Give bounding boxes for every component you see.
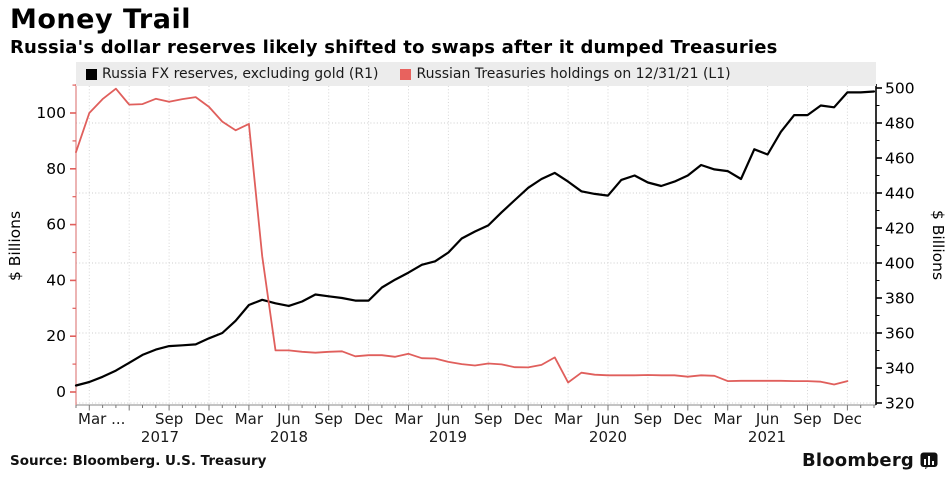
right-tick-label: 360: [885, 325, 915, 343]
x-year-label: 2021: [748, 428, 786, 446]
left-axis: 0 20 40 60 80 100 $ Billions: [6, 84, 77, 405]
right-tick-label: 500: [885, 80, 915, 98]
x-tick-label: Jun: [595, 410, 619, 428]
x-tick-label: Mar: [554, 410, 583, 428]
right-tick-label: 380: [885, 290, 915, 308]
x-tick-label: Jun: [755, 410, 779, 428]
x-axis: Mar ... Sep Dec Mar Jun Sep Dec Mar Jun Sep Dec Mar…: [75, 404, 876, 446]
right-tick-label: 440: [885, 185, 915, 203]
legend-swatch: [400, 68, 412, 80]
fx-reserves-line: [74, 90, 876, 387]
right-tick-label: 420: [885, 220, 915, 238]
legend: Russia FX reserves, excluding gold (R1) R…: [76, 62, 876, 86]
x-tick-label: Dec: [833, 410, 862, 428]
left-tick-label: 80: [46, 160, 66, 178]
x-tick-label: Mar: [394, 410, 423, 428]
x-tick-label: Sep: [793, 410, 821, 428]
x-tick-label: Dec: [354, 410, 383, 428]
legend-item: Russian Treasuries holdings on 12/31/21 …: [400, 66, 731, 82]
right-tick-label: 340: [885, 360, 915, 378]
left-tick-label: 100: [36, 104, 66, 122]
x-tick-label: Jun: [436, 410, 460, 428]
x-tick-label: Dec: [514, 410, 543, 428]
x-year-label: 2020: [589, 428, 627, 446]
x-year-label: 2019: [429, 428, 467, 446]
left-tick-label: 0: [56, 383, 66, 401]
x-tick-label: Dec: [194, 410, 223, 428]
right-tick-label: 460: [885, 150, 915, 168]
left-tick-label: 40: [46, 271, 66, 289]
x-tick-label: Sep: [474, 410, 502, 428]
page-title: Money Trail: [10, 4, 191, 35]
right-axis: 320 340 360 380 400 420 440 460 480 500 $ Billions: [875, 80, 947, 413]
chart-subtitle: Russia's dollar reserves likely shifted …: [10, 37, 778, 58]
legend-swatch: [86, 68, 97, 80]
x-year-label: 2017: [141, 428, 179, 446]
legend-item-label: Russia FX reserves, excluding gold (R1): [102, 66, 379, 82]
source-note: Source: Bloomberg. U.S. Treasury: [10, 453, 267, 469]
treasuries-holdings-line: [75, 87, 849, 386]
right-tick-label: 320: [885, 395, 915, 413]
right-tick-label: 480: [885, 115, 915, 133]
series: [74, 87, 876, 387]
right-tick-label: 400: [885, 255, 915, 273]
left-axis-title: $ Billions: [6, 211, 24, 281]
right-axis-title: $ Billions: [929, 210, 947, 280]
bloomberg-brand: Bloomberg: [802, 450, 938, 471]
bloomberg-logo-icon: [920, 452, 938, 469]
bloomberg-wordmark: Bloomberg: [801, 450, 914, 471]
left-tick-label: 60: [46, 216, 66, 234]
x-tick-label: Mar ...: [78, 410, 125, 428]
x-tick-label: Dec: [673, 410, 702, 428]
x-tick-label: Mar: [714, 410, 743, 428]
x-tick-label: Sep: [155, 410, 183, 428]
x-tick-label: Sep: [315, 410, 343, 428]
x-tick-label: Mar: [235, 410, 264, 428]
legend-item-label: Russian Treasuries holdings on 12/31/21 …: [416, 66, 731, 82]
x-tick-label: Jun: [276, 410, 300, 428]
x-year-label: 2018: [270, 428, 308, 446]
gridlines: [76, 86, 876, 405]
x-tick-label: Sep: [634, 410, 662, 428]
left-tick-label: 20: [46, 327, 66, 345]
legend-item: Russia FX reserves, excluding gold (R1): [86, 66, 378, 82]
